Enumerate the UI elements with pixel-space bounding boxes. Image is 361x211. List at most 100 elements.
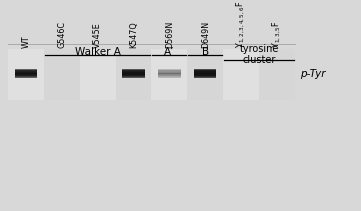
Bar: [158, 69, 180, 70]
Bar: [194, 77, 217, 78]
Bar: [158, 73, 180, 74]
Text: B: B: [202, 47, 209, 57]
Bar: [15, 76, 37, 77]
Bar: [15, 72, 37, 73]
Bar: [194, 69, 217, 70]
Bar: [194, 72, 217, 73]
Bar: [194, 76, 217, 77]
Bar: [122, 70, 145, 72]
Bar: [122, 69, 145, 70]
Bar: [158, 71, 180, 72]
Bar: [15, 77, 37, 78]
Bar: [194, 71, 217, 72]
Bar: [15, 70, 37, 71]
Bar: [158, 72, 180, 73]
Bar: [8, 49, 295, 100]
Text: WT: WT: [21, 35, 30, 48]
Bar: [15, 71, 37, 72]
Bar: [15, 72, 37, 73]
Bar: [194, 69, 217, 70]
Bar: [158, 69, 180, 70]
Bar: [158, 77, 180, 78]
Bar: [15, 69, 37, 70]
Bar: [194, 74, 217, 75]
Bar: [194, 70, 217, 71]
Bar: [194, 74, 217, 75]
Text: Y$_{1,2,3,4,5,6}$F: Y$_{1,2,3,4,5,6}$F: [235, 0, 247, 48]
Bar: [15, 75, 37, 76]
Bar: [15, 69, 37, 70]
Bar: [15, 74, 37, 75]
Bar: [116, 49, 152, 100]
Text: tyrosine
cluster: tyrosine cluster: [239, 43, 279, 65]
Bar: [158, 77, 180, 78]
Bar: [122, 76, 145, 77]
Bar: [158, 70, 180, 71]
Bar: [122, 75, 145, 76]
Bar: [158, 75, 180, 76]
Bar: [15, 77, 37, 78]
Bar: [194, 73, 217, 74]
Bar: [194, 77, 217, 78]
Bar: [122, 71, 145, 72]
Bar: [158, 76, 180, 77]
Bar: [122, 72, 145, 73]
Bar: [194, 70, 217, 71]
Bar: [158, 71, 180, 72]
Bar: [158, 72, 180, 73]
Bar: [122, 74, 145, 75]
Bar: [158, 74, 180, 75]
Bar: [15, 74, 37, 75]
Bar: [194, 73, 217, 74]
Bar: [194, 75, 217, 76]
Text: G546C: G546C: [57, 21, 66, 48]
Bar: [158, 70, 180, 72]
Bar: [122, 77, 145, 78]
Text: A’: A’: [164, 47, 175, 57]
Bar: [158, 75, 180, 76]
Bar: [194, 70, 217, 72]
Bar: [122, 72, 145, 73]
Bar: [158, 71, 180, 72]
Bar: [122, 77, 145, 78]
Bar: [194, 71, 217, 72]
Bar: [122, 74, 145, 75]
Bar: [158, 75, 180, 76]
Bar: [80, 49, 116, 100]
Bar: [15, 74, 37, 75]
Bar: [15, 75, 37, 76]
Bar: [15, 73, 37, 74]
Bar: [158, 74, 180, 75]
Bar: [194, 71, 217, 72]
Bar: [122, 69, 145, 70]
Bar: [223, 49, 259, 100]
Bar: [158, 72, 180, 73]
Bar: [158, 73, 180, 74]
Text: K547Q: K547Q: [129, 21, 138, 48]
Bar: [194, 77, 217, 78]
Bar: [15, 77, 37, 78]
Bar: [194, 75, 217, 76]
Bar: [122, 73, 145, 74]
Bar: [15, 76, 37, 77]
Text: Y$_{1,3,5}$F: Y$_{1,3,5}$F: [271, 20, 283, 48]
Bar: [194, 69, 217, 70]
Bar: [158, 76, 180, 77]
Bar: [15, 71, 37, 72]
Bar: [152, 49, 187, 100]
Bar: [15, 72, 37, 73]
Text: Walker A: Walker A: [75, 47, 121, 57]
Bar: [15, 75, 37, 76]
Bar: [158, 77, 180, 78]
Text: D649N: D649N: [201, 20, 210, 48]
Bar: [122, 76, 145, 77]
Bar: [194, 75, 217, 76]
Bar: [158, 76, 180, 77]
Text: D569N: D569N: [165, 20, 174, 48]
Bar: [15, 76, 37, 77]
Bar: [122, 70, 145, 71]
Bar: [158, 73, 180, 74]
Bar: [122, 75, 145, 76]
Bar: [158, 74, 180, 75]
Bar: [158, 69, 180, 70]
